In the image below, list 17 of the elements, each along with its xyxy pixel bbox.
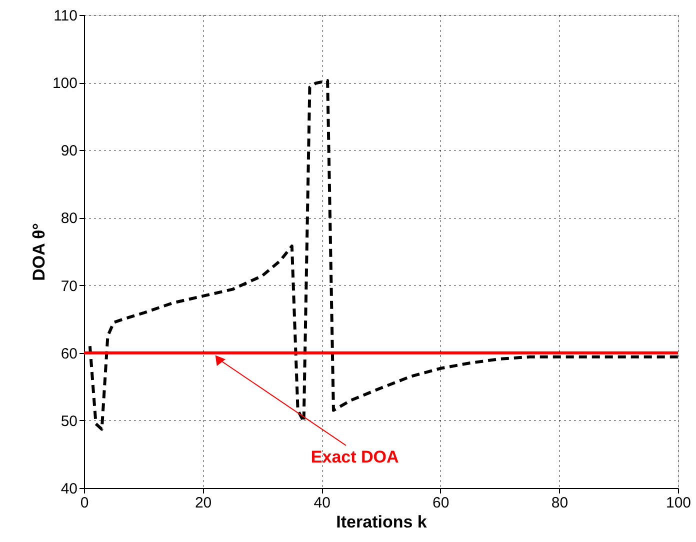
x-tick-label: 60 <box>432 494 450 512</box>
y-tick-label: 60 <box>60 345 78 362</box>
y-tick-label: 100 <box>52 75 78 92</box>
y-tick-label: 80 <box>60 210 78 228</box>
y-tick-label: 50 <box>60 412 78 430</box>
y-axis-title: DOA θ° <box>29 222 48 281</box>
y-tick-label: 110 <box>54 8 78 24</box>
annotation: Exact DOA <box>310 448 399 467</box>
y-tick-label: 40 <box>60 480 78 498</box>
y-tick-label: 90 <box>60 142 78 160</box>
x-tick-label: 40 <box>314 494 330 512</box>
x-tick-label: 0 <box>80 494 89 512</box>
y-tick-label: 70 <box>60 278 78 295</box>
x-tick-label: 100 <box>666 494 692 512</box>
x-tick-label: 20 <box>194 494 212 512</box>
x-axis-title: Iterations k <box>336 512 428 532</box>
x-tick-label: 80 <box>551 494 568 512</box>
